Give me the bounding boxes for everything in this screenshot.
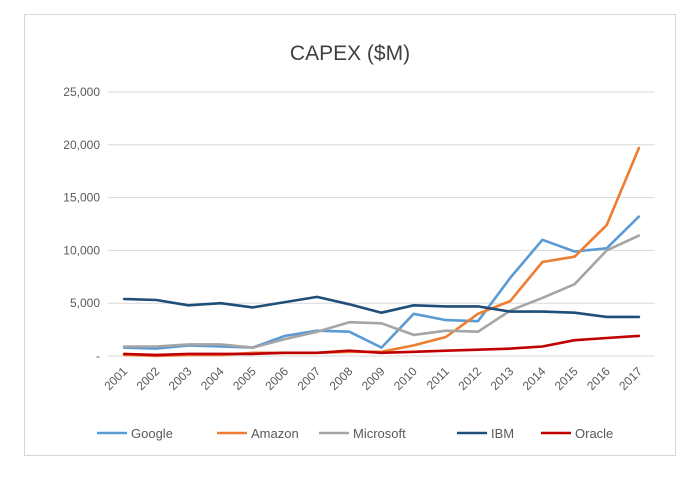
y-axis-ticks: - 5,000 10,000 15,000 20,000 25,000 bbox=[63, 85, 100, 363]
x-tick-label: 2009 bbox=[359, 364, 388, 393]
x-tick-label: 2002 bbox=[134, 364, 163, 393]
series-line-microsoft bbox=[122, 234, 641, 349]
gridlines bbox=[108, 91, 655, 357]
legend-label-ibm: IBM bbox=[491, 426, 514, 441]
x-tick-label: 2005 bbox=[230, 364, 259, 393]
legend-label-microsoft: Microsoft bbox=[353, 426, 406, 441]
legend-label-google: Google bbox=[131, 426, 173, 441]
y-tick-label: 15,000 bbox=[63, 191, 100, 205]
chart-title: CAPEX ($M) bbox=[290, 42, 410, 65]
x-tick-label: 2014 bbox=[520, 364, 549, 393]
series-line-amazon bbox=[122, 146, 641, 358]
line-chart: CAPEX ($M) - 5,000 10,000 15,000 20,000 25,00… bbox=[63, 42, 655, 441]
x-tick-label: 2010 bbox=[391, 364, 420, 393]
x-axis-ticks: 2001 2002 2003 2004 2005 2006 2007 2008 2009 2010… bbox=[101, 364, 645, 393]
series-line-google bbox=[122, 215, 641, 350]
series-line-ibm bbox=[122, 295, 641, 319]
y-tick-label: 20,000 bbox=[63, 138, 100, 152]
x-tick-label: 2006 bbox=[262, 364, 291, 393]
y-tick-label: - bbox=[96, 349, 100, 363]
x-tick-label: 2011 bbox=[424, 364, 452, 392]
y-tick-label: 25,000 bbox=[63, 85, 100, 99]
x-tick-label: 2013 bbox=[488, 364, 517, 393]
x-tick-label: 2015 bbox=[552, 364, 581, 393]
series-lines bbox=[122, 146, 641, 358]
x-tick-label: 2004 bbox=[198, 364, 227, 393]
chart-frame: CAPEX ($M) - 5,000 10,000 15,000 20,000 25,00… bbox=[24, 14, 676, 456]
x-tick-label: 2017 bbox=[616, 364, 645, 393]
legend-label-oracle: Oracle bbox=[575, 426, 613, 441]
series-line-oracle bbox=[122, 334, 641, 357]
x-tick-label: 2012 bbox=[455, 364, 484, 393]
x-tick-label: 2003 bbox=[166, 364, 195, 393]
x-tick-label: 2001 bbox=[101, 364, 130, 393]
x-tick-label: 2007 bbox=[294, 364, 323, 393]
legend: Google Amazon Microsoft IBM Oracle bbox=[97, 426, 613, 441]
legend-label-amazon: Amazon bbox=[251, 426, 299, 441]
x-tick-label: 2008 bbox=[327, 364, 356, 393]
y-tick-label: 5,000 bbox=[70, 296, 100, 310]
y-tick-label: 10,000 bbox=[63, 243, 100, 257]
x-tick-label: 2016 bbox=[584, 364, 613, 393]
